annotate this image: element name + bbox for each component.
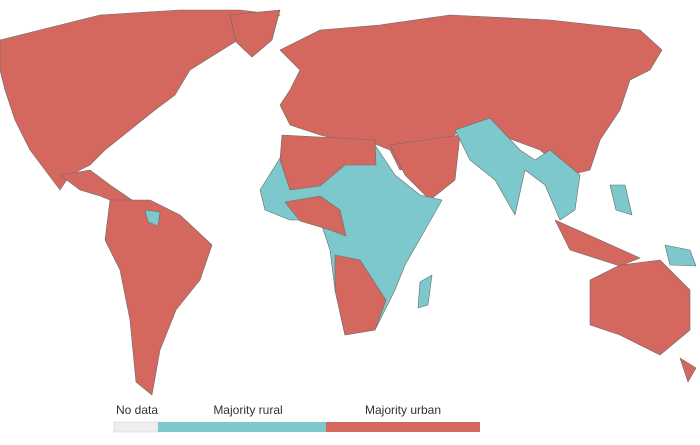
west-africa bbox=[284, 195, 347, 237]
madagascar bbox=[417, 274, 433, 309]
indonesia bbox=[554, 219, 641, 267]
eurasia bbox=[279, 14, 663, 176]
arabia bbox=[389, 134, 461, 201]
southern-africa bbox=[334, 254, 387, 336]
new-zealand bbox=[679, 357, 697, 383]
legend-swatch bbox=[113, 421, 159, 433]
legend-swatch bbox=[326, 422, 480, 432]
north-america bbox=[0, 9, 281, 191]
north-africa bbox=[279, 134, 377, 191]
australia bbox=[589, 259, 691, 356]
greenland bbox=[229, 9, 281, 58]
papua bbox=[664, 244, 697, 267]
south-america bbox=[104, 199, 213, 396]
philippines bbox=[609, 184, 633, 216]
legend-label: No data bbox=[116, 403, 158, 417]
guyana bbox=[144, 209, 161, 227]
legend-swatch bbox=[158, 422, 326, 432]
legend: No data Majority rural Majority urban bbox=[113, 403, 480, 433]
land bbox=[0, 9, 697, 396]
legend-label: Majority urban bbox=[365, 403, 441, 417]
south-asia bbox=[454, 117, 581, 221]
legend-label: Majority rural bbox=[213, 403, 282, 417]
